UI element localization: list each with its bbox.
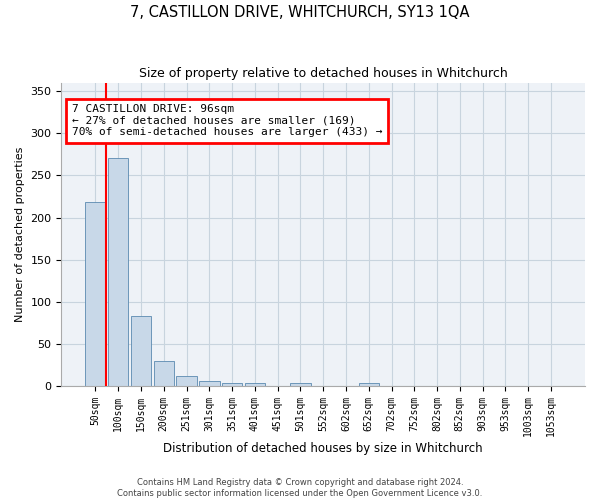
Bar xyxy=(290,383,311,386)
Bar xyxy=(85,202,106,386)
Bar xyxy=(359,383,379,386)
X-axis label: Distribution of detached houses by size in Whitchurch: Distribution of detached houses by size … xyxy=(163,442,483,455)
Y-axis label: Number of detached properties: Number of detached properties xyxy=(15,146,25,322)
Bar xyxy=(199,382,220,386)
Bar xyxy=(131,316,151,386)
Title: Size of property relative to detached houses in Whitchurch: Size of property relative to detached ho… xyxy=(139,68,508,80)
Bar xyxy=(176,376,197,386)
Text: Contains HM Land Registry data © Crown copyright and database right 2024.
Contai: Contains HM Land Registry data © Crown c… xyxy=(118,478,482,498)
Bar xyxy=(222,383,242,386)
Text: 7 CASTILLON DRIVE: 96sqm
← 27% of detached houses are smaller (169)
70% of semi-: 7 CASTILLON DRIVE: 96sqm ← 27% of detach… xyxy=(72,104,382,138)
Text: 7, CASTILLON DRIVE, WHITCHURCH, SY13 1QA: 7, CASTILLON DRIVE, WHITCHURCH, SY13 1QA xyxy=(130,5,470,20)
Bar xyxy=(245,383,265,386)
Bar xyxy=(154,361,174,386)
Bar xyxy=(108,158,128,386)
